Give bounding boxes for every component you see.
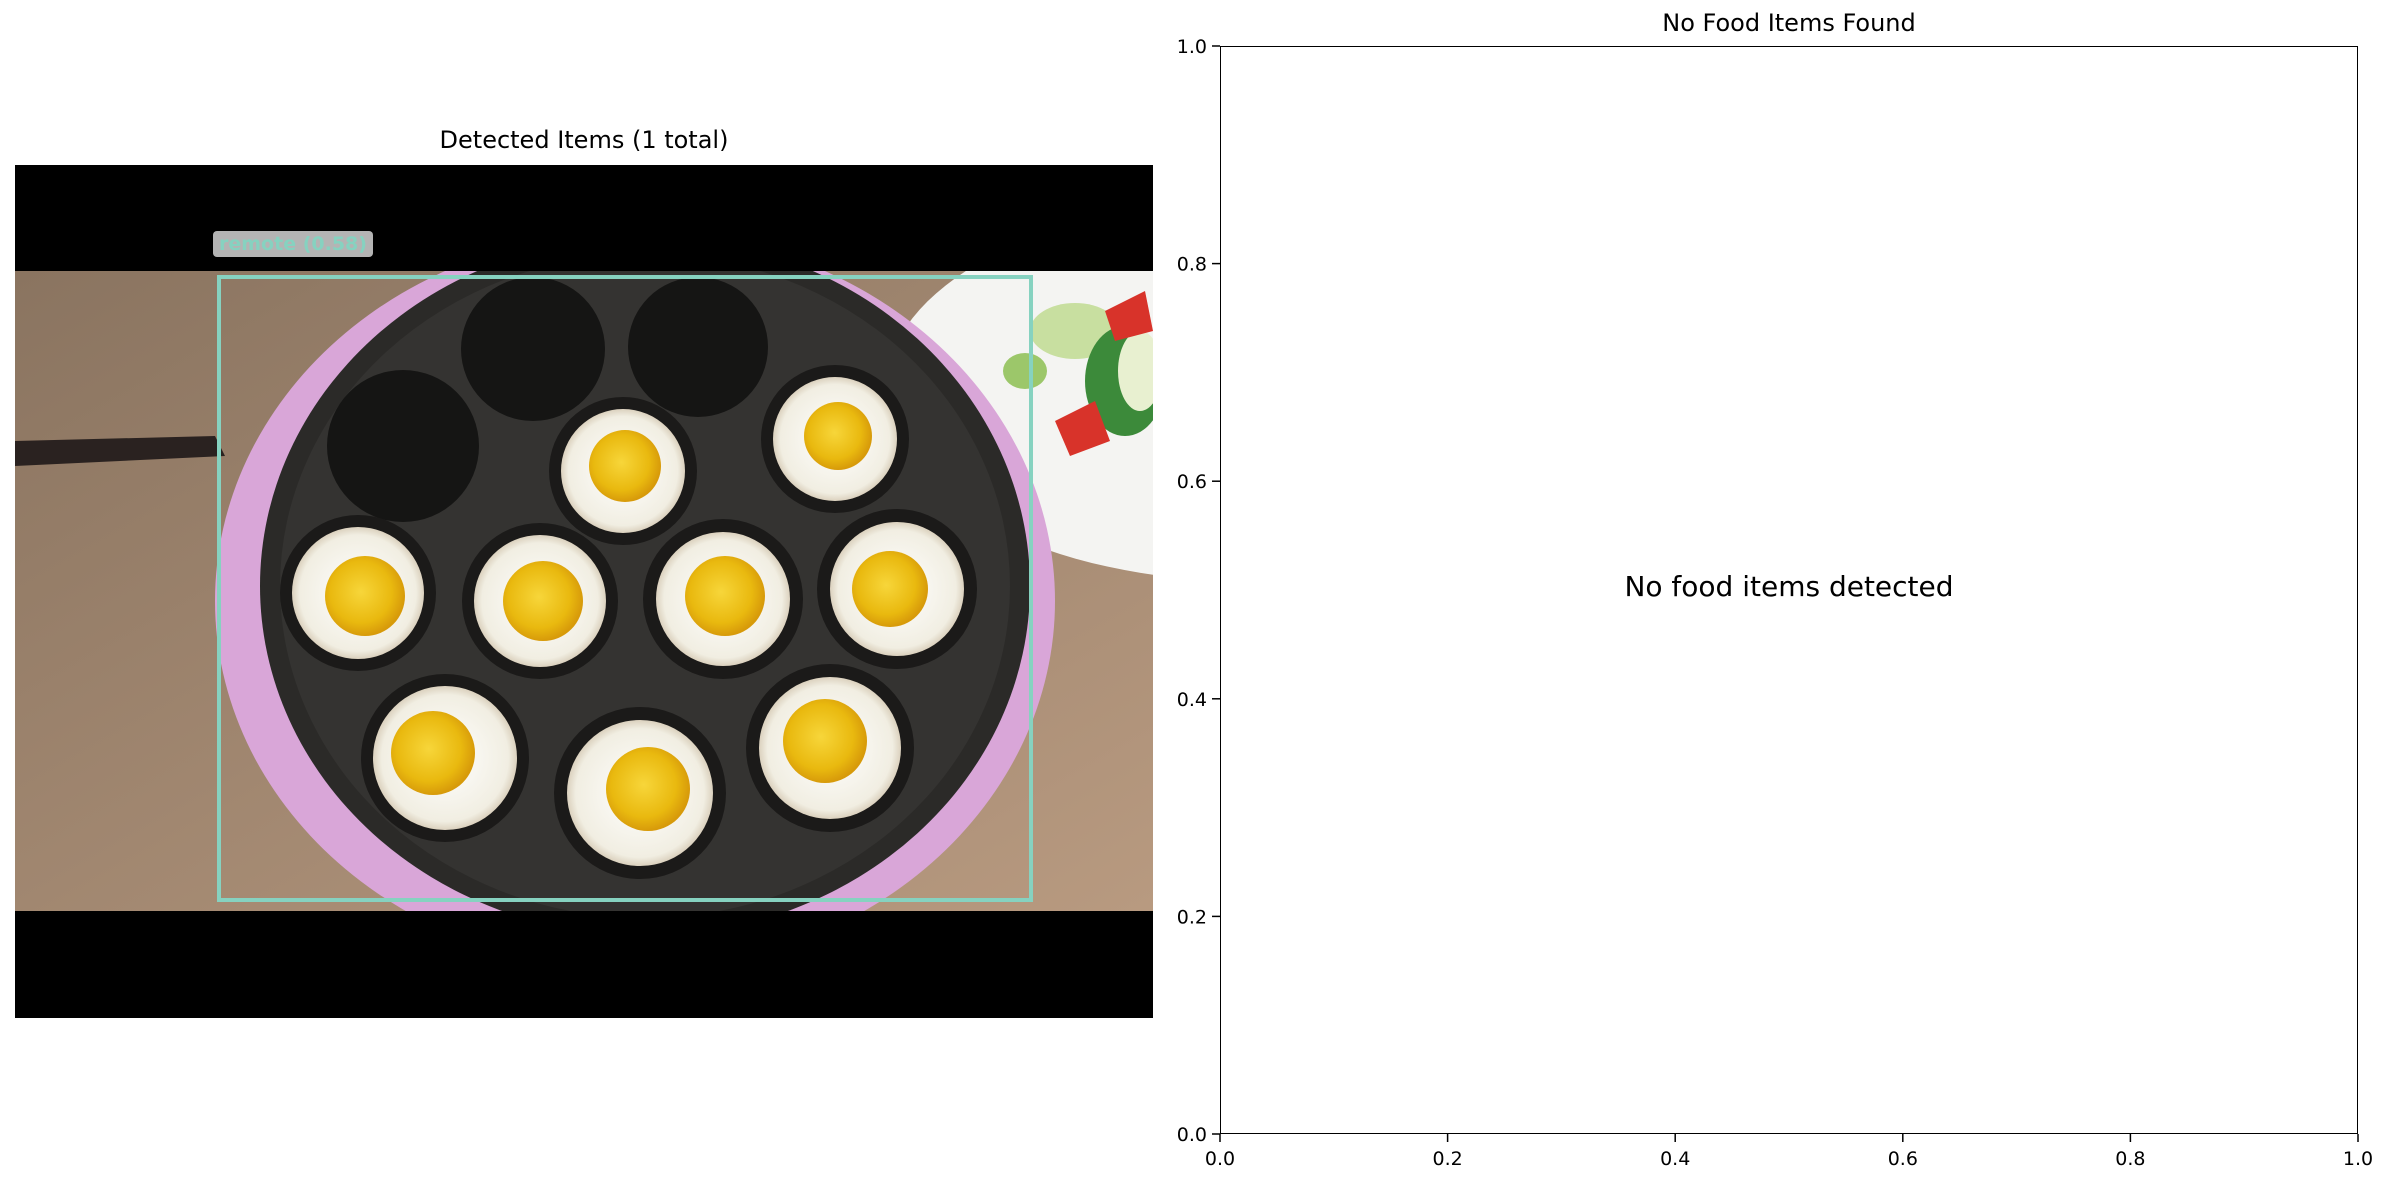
empty-axes (1220, 46, 2358, 1134)
x-tick-label: 0.8 (2115, 1148, 2145, 1170)
y-tick-label: 0.8 (1177, 254, 1207, 276)
empty-cups (327, 277, 768, 522)
egg-cooker-photo (15, 271, 1153, 911)
detection-label: remote (0.58) (213, 231, 373, 257)
y-tick-label: 0.4 (1177, 689, 1207, 711)
x-tick-label: 0.0 (1205, 1148, 1235, 1170)
x-tick-label: 0.4 (1660, 1148, 1690, 1170)
y-tick-label: 0.0 (1177, 1124, 1207, 1146)
x-tick-label: 0.6 (1888, 1148, 1918, 1170)
power-cord (15, 436, 225, 466)
cooked-eggs (280, 365, 977, 879)
left-panel-title: Detected Items (1 total) (439, 126, 729, 154)
detection-bounding-box (217, 275, 1033, 902)
x-tick-label: 1.0 (2343, 1148, 2373, 1170)
detection-image: remote (0.58) (15, 165, 1153, 1018)
y-tick-label: 1.0 (1177, 36, 1207, 58)
y-tick-label: 0.6 (1177, 471, 1207, 493)
y-tick-label: 0.2 (1177, 906, 1207, 928)
no-detections-message: No food items detected (1624, 570, 1954, 603)
right-panel-title: No Food Items Found (1662, 9, 1916, 37)
x-tick-label: 0.2 (1432, 1148, 1462, 1170)
salad (1003, 291, 1153, 456)
